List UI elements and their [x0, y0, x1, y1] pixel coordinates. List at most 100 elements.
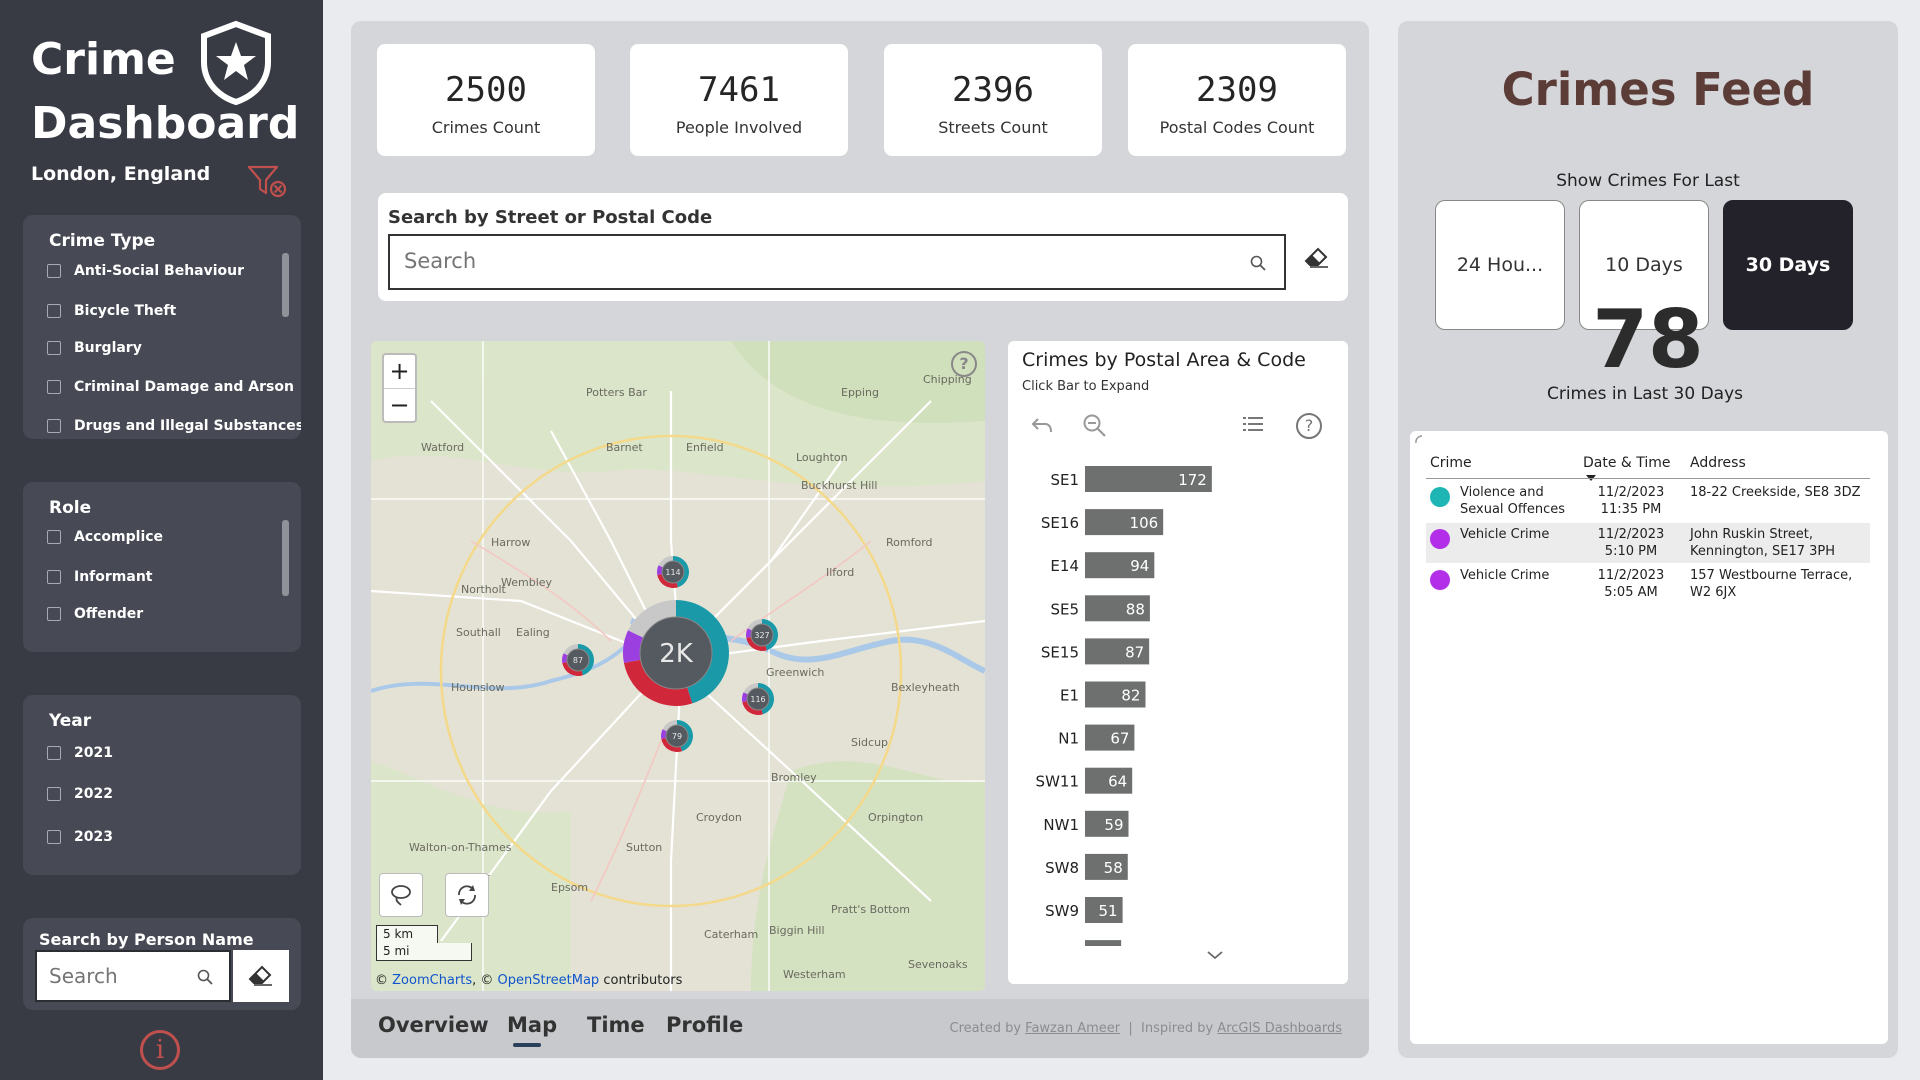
column-header-address[interactable]: Address [1690, 455, 1746, 471]
inspiration-link[interactable]: ArcGIS Dashboards [1217, 1021, 1342, 1036]
cluster-327-label: 327 [754, 631, 769, 640]
role-option-accomplice[interactable]: Accomplice [47, 525, 163, 549]
scrollbar-thumb[interactable] [282, 520, 289, 596]
zoom-in-button[interactable]: + [389, 357, 410, 385]
bar-w2[interactable] [1085, 940, 1122, 946]
bar-se5[interactable] [1085, 595, 1150, 622]
street-search-box[interactable] [388, 234, 1286, 290]
back-icon[interactable] [1030, 413, 1054, 437]
map-place-label: Orpington [868, 811, 923, 824]
role-option-informant[interactable]: Informant [47, 565, 152, 589]
help-icon[interactable]: ? [1296, 413, 1322, 439]
crime-type-option-bicycle-theft[interactable]: Bicycle Theft [47, 299, 176, 323]
year-option-2023[interactable]: 2023 [47, 825, 113, 849]
person-search-clear-button[interactable] [233, 950, 289, 1002]
cluster-114-core[interactable] [661, 560, 685, 584]
attribution-mid: , © [472, 973, 494, 988]
bar-sw11[interactable] [1085, 767, 1133, 794]
reset-map-button[interactable] [445, 873, 489, 917]
table-row[interactable]: Violence and Sexual Offences 11/2/2023 11:… [1426, 481, 1870, 521]
bar-category-label: E14 [1050, 557, 1079, 575]
cluster-116-core[interactable] [746, 687, 770, 711]
checkbox[interactable] [47, 530, 61, 544]
checkbox[interactable] [47, 341, 61, 355]
crime-cell: Violence and Sexual Offences [1460, 485, 1566, 517]
bar-se1[interactable] [1085, 466, 1212, 492]
checkbox[interactable] [47, 830, 61, 844]
period-30-days-button[interactable]: 30 Days [1723, 200, 1853, 330]
bar-category-label: SE1 [1050, 471, 1079, 489]
eraser-icon[interactable] [1304, 247, 1330, 269]
table-row[interactable]: Vehicle Crime 11/2/2023 5:05 AM 157 Westb… [1426, 564, 1870, 604]
info-icon[interactable]: i [140, 1030, 180, 1070]
cluster-87-core[interactable] [566, 648, 590, 672]
column-header-crime[interactable]: Crime [1430, 455, 1472, 471]
bar-nw1[interactable] [1085, 810, 1129, 837]
tab-profile[interactable]: Profile [666, 1013, 744, 1037]
cluster-79-core[interactable] [665, 724, 689, 748]
lasso-button[interactable] [379, 873, 423, 917]
checkbox[interactable] [47, 607, 61, 621]
zoomcharts-link[interactable]: ZoomCharts [392, 973, 473, 988]
bar-value-label: 58 [1104, 859, 1123, 877]
checkbox[interactable] [47, 304, 61, 318]
checkbox[interactable] [47, 264, 61, 278]
cluster-327-core[interactable] [750, 623, 774, 647]
period-10-days-button[interactable]: 10 Days [1579, 200, 1709, 330]
street-search-input[interactable] [404, 249, 1224, 273]
bar-n1[interactable] [1085, 724, 1135, 751]
crimes-feed-table: Crime Date & Time Address Violence and Se… [1410, 431, 1888, 1044]
bar-e14[interactable] [1085, 552, 1155, 579]
crime-map[interactable]: Potters Bar Epping Chipping Watford Barnet En… [371, 341, 985, 991]
crime-type-option-criminal-damage[interactable]: Criminal Damage and Arson [47, 375, 294, 399]
crime-type-panel: Crime Type Anti-Social Behaviour Bicycle… [23, 215, 301, 439]
person-search-input[interactable] [49, 964, 189, 988]
crime-type-option-drugs[interactable]: Drugs and Illegal Substances [47, 414, 301, 438]
shield-star-icon [201, 20, 271, 106]
zoom-out-button[interactable]: − [384, 388, 415, 421]
filter-clear-icon[interactable] [247, 163, 287, 199]
chevron-down-icon[interactable] [1206, 949, 1224, 961]
cluster-114-segment [673, 556, 689, 588]
bar-value-label: 172 [1178, 471, 1207, 489]
bar-se16[interactable] [1085, 509, 1164, 536]
person-search-label: Search by Person Name [39, 930, 254, 949]
column-header-date-time[interactable]: Date & Time [1583, 455, 1671, 471]
author-link[interactable]: Fawzan Ameer [1025, 1021, 1121, 1036]
bar-chart-canvas: SE1 172 SE16 106 E14 94 SE5 88 SE15 87 E1 82 N1 67 SW1… [1036, 466, 1212, 946]
tab-map[interactable]: Map [507, 1013, 558, 1037]
role-option-offender[interactable]: Offender [47, 602, 143, 626]
crime-type-option-burglary[interactable]: Burglary [47, 336, 142, 360]
bar-sw9[interactable] [1085, 897, 1123, 923]
person-search-box[interactable] [35, 950, 231, 1002]
bar-e1[interactable] [1085, 681, 1146, 708]
period-24-hours-button[interactable]: 24 Hou... [1435, 200, 1565, 330]
tab-overview[interactable]: Overview [378, 1013, 489, 1037]
scrollbar-thumb[interactable] [282, 253, 289, 317]
option-label: Anti-Social Behaviour [74, 263, 245, 279]
checkbox[interactable] [47, 380, 61, 394]
checkbox[interactable] [47, 746, 61, 760]
openstreetmap-link[interactable]: OpenStreetMap [497, 973, 600, 988]
bar-se15[interactable] [1085, 638, 1150, 665]
year-option-2021[interactable]: 2021 [47, 741, 113, 765]
checkbox[interactable] [47, 787, 61, 801]
list-icon[interactable] [1241, 413, 1265, 437]
help-icon[interactable]: ? [951, 351, 977, 377]
tab-time[interactable]: Time [587, 1013, 645, 1037]
zoom-out-icon[interactable] [1082, 413, 1108, 439]
year-option-2022[interactable]: 2022 [47, 782, 113, 806]
checkbox[interactable] [47, 419, 61, 433]
checkbox[interactable] [47, 570, 61, 584]
cluster-79-segment [661, 738, 682, 752]
street-search-label: Search by Street or Postal Code [388, 207, 713, 228]
crime-type-option-anti-social[interactable]: Anti-Social Behaviour [47, 259, 244, 283]
table-row[interactable]: Vehicle Crime 11/2/2023 5:10 PM John Rusk… [1426, 523, 1870, 563]
main-cluster-core[interactable] [639, 616, 713, 690]
bar-value-label: 59 [1104, 816, 1123, 834]
cluster-87-segment [562, 662, 583, 676]
main-panel: 2500 Crimes Count 7461 People Involved 2… [351, 21, 1369, 1058]
bar-value-label: 94 [1130, 557, 1149, 575]
bar-sw8[interactable] [1085, 853, 1128, 880]
cluster-116-segment [743, 683, 758, 695]
